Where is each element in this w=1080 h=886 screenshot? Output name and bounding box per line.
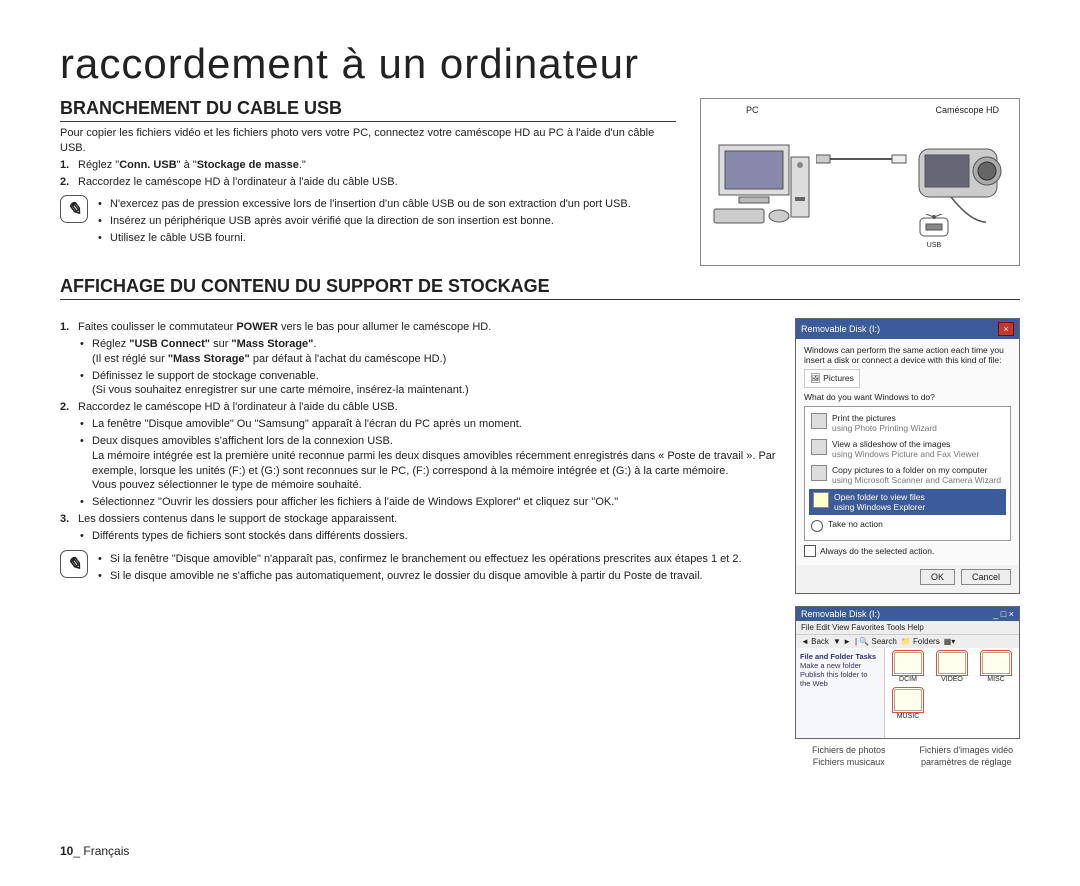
dialog-msg: Windows can perform the same action each… <box>804 345 1011 365</box>
usb-port-icon: USB <box>909 214 959 249</box>
note1: N'exercez pas de pression excessive lors… <box>96 197 631 212</box>
callout-settings: paramètres de réglage <box>913 757 1021 767</box>
step1-num: 1. <box>60 158 69 173</box>
note2: Insérez un périphérique USB après avoir … <box>96 214 631 229</box>
dialog-item-selected[interactable]: Open folder to view filesusing Windows E… <box>809 489 1006 515</box>
close-icon[interactable]: × <box>998 322 1014 336</box>
dialog-item[interactable]: View a slideshow of the imagesusing Wind… <box>809 437 1006 461</box>
dialog-item[interactable]: Print the picturesusing Photo Printing W… <box>809 411 1006 435</box>
section1-heading: BRANCHEMENT DU CABLE USB <box>60 98 676 122</box>
explorer-title: Removable Disk (I:) <box>801 609 880 619</box>
folder-icon <box>894 652 922 674</box>
removable-disk-dialog: Removable Disk (I:) × Windows can perfor… <box>795 318 1020 594</box>
ok-button[interactable]: OK <box>920 569 955 585</box>
dialog-item[interactable]: Take no action <box>809 517 1006 534</box>
folder-video[interactable]: VIDEO <box>933 652 971 683</box>
step2-num: 2. <box>60 175 69 190</box>
s2-step1: Faites coulisser le commutateur POWER ve… <box>78 321 491 333</box>
s2-step2-b3: Sélectionnez "Ouvrir les dossiers pour a… <box>78 495 785 510</box>
note-icon: ✎ <box>60 195 88 223</box>
section1-intro: Pour copier les fichiers vidéo et les fi… <box>60 126 676 156</box>
callout-video: Fichiers d'images vidéo <box>913 745 1021 755</box>
step2-text: Raccordez le caméscope HD à l'ordinateur… <box>78 176 398 188</box>
printer-icon <box>811 413 827 429</box>
back-button[interactable]: ◄ Back <box>801 637 829 646</box>
sidebar-link[interactable]: Make a new folder <box>800 661 861 670</box>
section-storage-view: AFFICHAGE DU CONTENU DU SUPPORT DE STOCK… <box>60 276 1020 767</box>
folder-dcim[interactable]: DCIM <box>889 652 927 683</box>
section2-heading: AFFICHAGE DU CONTENU DU SUPPORT DE STOCK… <box>60 276 1020 300</box>
s2-step1-b2: Définissez le support de stockage conven… <box>78 369 785 399</box>
callout-music: Fichiers musicaux <box>795 757 903 767</box>
explorer-window: Removable Disk (I:) _ □ × File Edit View… <box>795 606 1020 739</box>
page-number: 10 <box>60 844 73 858</box>
s2-step2-b1: La fenêtre "Disque amovible" Ou "Samsung… <box>78 417 785 432</box>
note-list-1: N'exercez pas de pression excessive lors… <box>96 197 631 248</box>
cam-label: Caméscope HD <box>935 105 999 115</box>
dialog-pictures: 🖼 Pictures <box>804 369 860 388</box>
dialog-prompt: What do you want Windows to do? <box>804 392 1011 402</box>
explorer-menubar[interactable]: File Edit View Favorites Tools Help <box>796 621 1019 634</box>
s2-step3-num: 3. <box>60 512 69 527</box>
folder-icon <box>938 652 966 674</box>
step1-text: Réglez "Conn. USB" à "Stockage de masse.… <box>78 159 306 171</box>
folder-callouts: Fichiers de photos Fichiers d'images vid… <box>795 745 1020 767</box>
dialog-options[interactable]: Print the picturesusing Photo Printing W… <box>804 406 1011 541</box>
s2-step2-b2: Deux disques amovibles s'affichent lors … <box>78 434 785 493</box>
dialog-title: Removable Disk (I:) <box>801 324 880 334</box>
page-title: raccordement à un ordinateur <box>60 40 1020 88</box>
note3: Utilisez le câble USB fourni. <box>96 231 631 246</box>
usb-cable-icon <box>816 147 1080 171</box>
folder-music[interactable]: MUSIC <box>889 689 927 720</box>
usb-label: USB <box>909 242 959 249</box>
section-usb-connect: BRANCHEMENT DU CABLE USB Pour copier les… <box>60 98 1020 266</box>
note-list-2: Si la fenêtre "Disque amovible" n'appara… <box>96 552 742 586</box>
checkbox-icon <box>804 545 816 557</box>
pc-icon <box>709 127 814 237</box>
folder-misc[interactable]: MISC <box>977 652 1015 683</box>
page-lang: Français <box>83 844 129 858</box>
note-icon: ✎ <box>60 550 88 578</box>
callout-photos: Fichiers de photos <box>795 745 903 755</box>
sidebar-link[interactable]: Publish this folder to the Web <box>800 670 868 688</box>
explorer-files: DCIM VIDEO MISC MUSIC <box>885 648 1019 738</box>
s2-step2-num: 2. <box>60 400 69 415</box>
pc-label: PC <box>746 105 759 115</box>
folder-icon <box>894 689 922 711</box>
cancel-button[interactable]: Cancel <box>961 569 1011 585</box>
window-controls[interactable]: _ □ × <box>993 609 1014 619</box>
s2-step1-num: 1. <box>60 320 69 335</box>
explorer-sidebar: File and Folder Tasks Make a new folder … <box>796 648 885 738</box>
s2-step3: Les dossiers contenus dans le support de… <box>78 513 397 525</box>
explorer-toolbar[interactable]: ◄ Back ▼ ► | 🔍 Search 📁 Folders ▦▾ <box>796 634 1019 648</box>
s2-step3-b1: Différents types de fichiers sont stocké… <box>78 529 785 544</box>
slideshow-icon <box>811 439 827 455</box>
s2-step2: Raccordez le caméscope HD à l'ordinateur… <box>78 401 398 413</box>
folder-icon <box>982 652 1010 674</box>
dialog-item[interactable]: Copy pictures to a folder on my computer… <box>809 463 1006 487</box>
s2-step1-b1: Réglez "USB Connect" sur "Mass Storage".… <box>78 337 785 367</box>
connection-diagram: PC Caméscope HD <box>700 98 1020 266</box>
folder-icon <box>813 492 829 508</box>
s2-note1: Si la fenêtre "Disque amovible" n'appara… <box>96 552 742 567</box>
camera-icon <box>811 465 827 481</box>
always-checkbox[interactable]: Always do the selected action. <box>804 545 1011 557</box>
page-footer: 10_ Français <box>60 844 129 858</box>
radio-icon <box>811 520 823 532</box>
s2-note2: Si le disque amovible ne s'affiche pas a… <box>96 569 742 584</box>
